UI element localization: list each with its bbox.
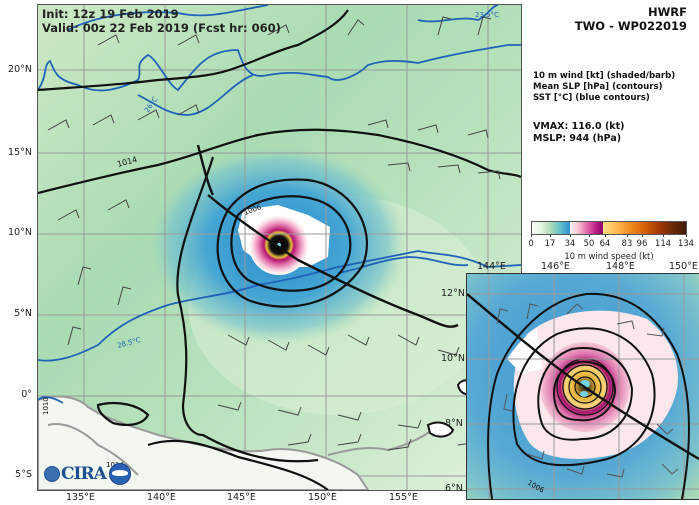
inset-storm-track — [467, 293, 699, 461]
x-label-145e: 145°E — [227, 492, 256, 503]
colorbar-tick-50: 50 — [583, 238, 595, 248]
noaa-logo-icon — [108, 463, 131, 485]
inset-wind-barbs — [496, 303, 679, 478]
colorbar-tick-17: 17 — [544, 238, 556, 248]
main-map-canvas: 1014 1006 1014 1010 26°C 23.5°C 28.5°C — [38, 5, 521, 490]
legend-slp: Mean SLP [hPa] (contours) — [533, 82, 663, 92]
legend-sst: SST [°C] (blue contours) — [533, 93, 650, 103]
y-label-5n: 5°N — [14, 308, 32, 319]
y-label-5s: 5°S — [15, 469, 32, 480]
colorbar-tick-114: 114 — [655, 238, 671, 248]
inset-slp-contours — [487, 292, 690, 499]
cira-globe-icon — [44, 466, 60, 482]
inset-x-label-148e: 148°E — [606, 261, 635, 272]
colorbar-ticks — [531, 234, 687, 238]
valid-time: Valid: 00z 22 Feb 2019 (Fcst hr: 060) — [42, 21, 281, 35]
inset-y-label-10n: 10°N — [441, 353, 465, 364]
legend-wind: 10 m wind [kt] (shaded/barb) — [533, 71, 676, 81]
inset-y-label-12n: 12°N — [441, 288, 465, 299]
inset-x-label-146e: 146°E — [541, 261, 570, 272]
inset-y-label-6n: 6°N — [445, 483, 463, 494]
storm-stats: VMAX: 116.0 (kt) MSLP: 944 (hPa) — [533, 121, 625, 145]
colorbar-segment-high — [603, 222, 686, 234]
x-label-150e: 150°E — [308, 492, 337, 503]
colorbar-title: 10 m wind speed (kt) — [564, 251, 654, 261]
storm-track — [207, 194, 459, 328]
colorbar-tick-134: 134 — [678, 238, 694, 248]
colorbar-segment-mid — [569, 222, 604, 234]
cira-wordmark: CIRA — [61, 464, 107, 484]
y-label-10n: 10°N — [8, 227, 32, 238]
x-label-140e: 140°E — [147, 492, 176, 503]
slp-contours — [38, 9, 521, 490]
plot-title: HWRF TWO - WP022019 — [575, 5, 687, 33]
wind-barbs — [47, 16, 501, 451]
x-label-155e: 155°E — [389, 492, 418, 503]
main-map[interactable]: 1014 1006 1014 1010 26°C 23.5°C 28.5°C — [37, 4, 522, 491]
inset-x-label-150e: 150°E — [669, 261, 698, 272]
x-label-135e: 135°E — [66, 492, 95, 503]
inset-gridlines — [467, 274, 699, 499]
slp-label-1010: 1010 — [42, 397, 50, 415]
y-label-20n: 20°N — [8, 64, 32, 75]
y-label-15n: 15°N — [8, 147, 32, 158]
y-label-0: 0° — [21, 389, 32, 400]
inset-map-canvas: 1006 — [467, 274, 699, 499]
model-name: HWRF — [647, 5, 687, 19]
inset-zoom-map[interactable]: 1006 — [466, 273, 699, 500]
init-time: Init: 12z 19 Feb 2019 — [42, 7, 179, 21]
wind-colorbar — [531, 221, 687, 235]
inset-x-label-144e: 144°E — [477, 261, 506, 272]
storm-id: TWO - WP022019 — [574, 19, 687, 33]
colorbar-segment-low — [532, 222, 570, 234]
cira-logo: CIRA — [44, 463, 131, 485]
colorbar-tick-96: 96 — [636, 238, 648, 248]
vmax-value: VMAX: 116.0 (kt) — [533, 121, 625, 132]
mslp-value: MSLP: 944 (hPa) — [533, 133, 622, 144]
colorbar-tick-0: 0 — [528, 238, 534, 248]
colorbar-tick-64: 64 — [599, 238, 611, 248]
forecast-header: Init: 12z 19 Feb 2019 Valid: 00z 22 Feb … — [42, 7, 281, 35]
sst-label-23-5: 23.5°C — [475, 11, 499, 19]
inset-y-label-8n: 8°N — [445, 418, 463, 429]
colorbar-tick-83: 83 — [621, 238, 633, 248]
field-legend: 10 m wind [kt] (shaded/barb) Mean SLP [h… — [533, 71, 675, 104]
colorbar-tick-34: 34 — [564, 238, 576, 248]
